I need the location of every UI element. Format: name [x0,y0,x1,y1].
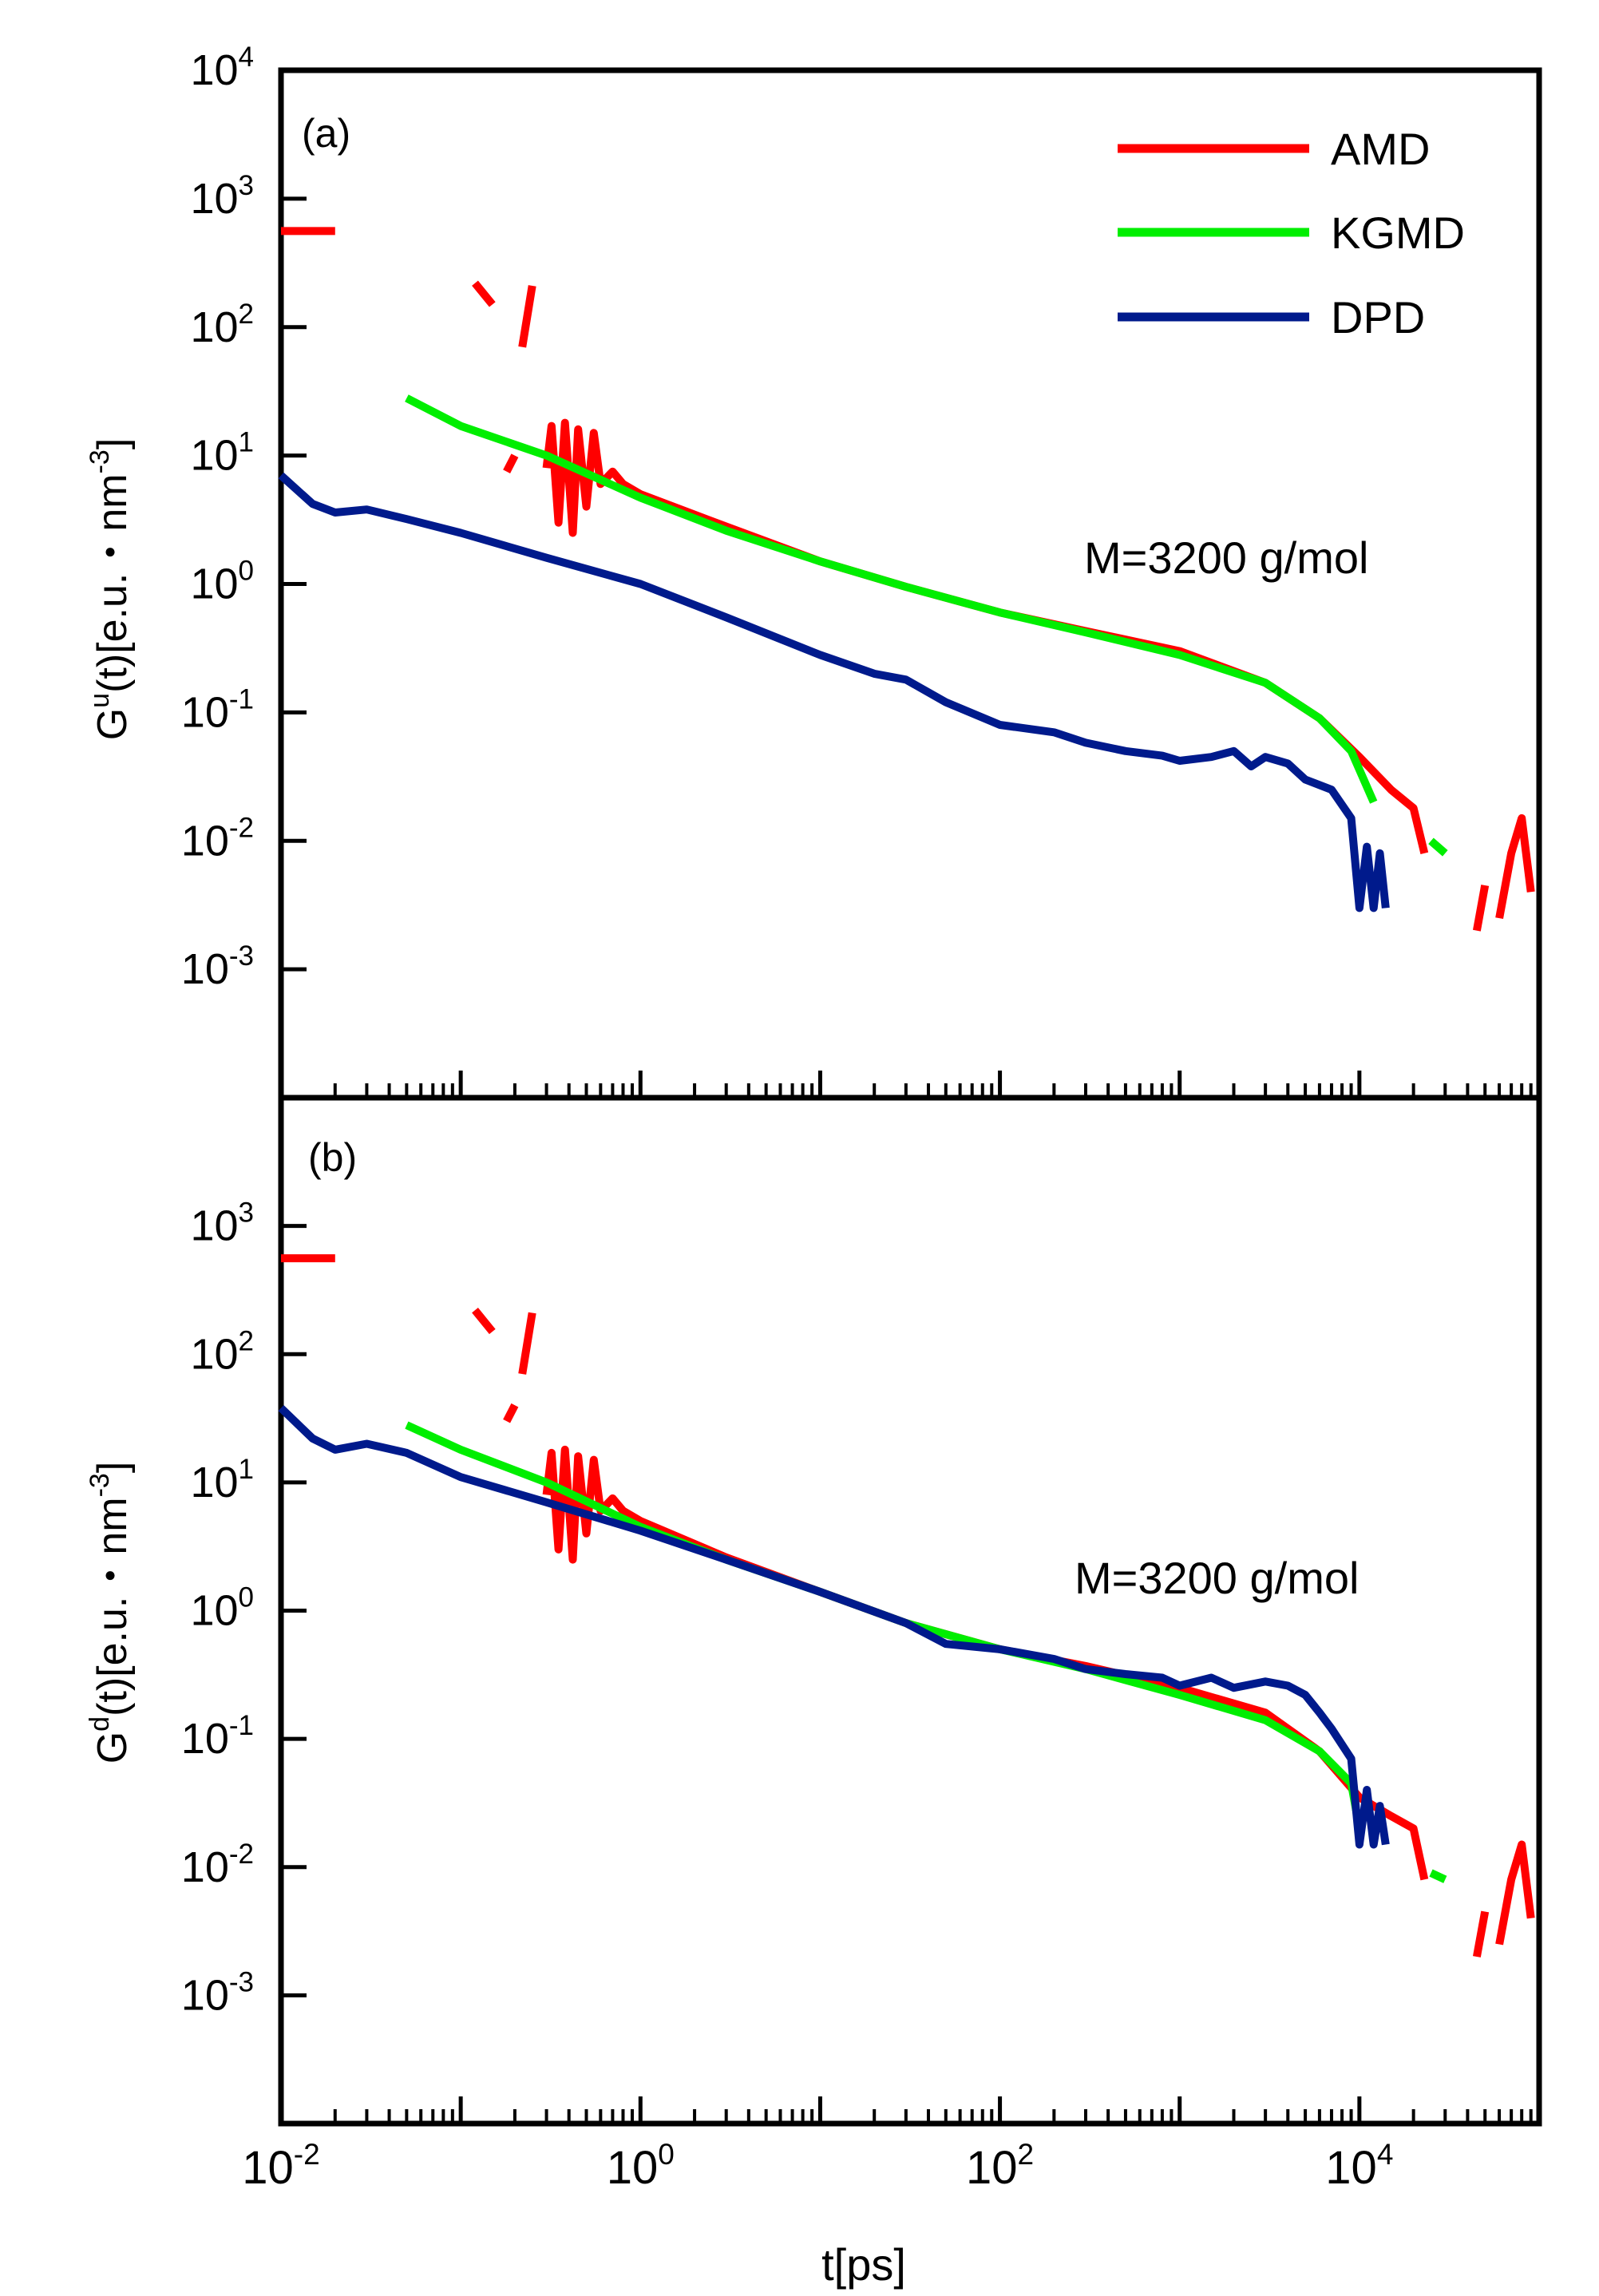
series-line-amd [1472,1910,1490,1958]
series-line-amd [472,1308,496,1335]
x-tick-labels: 10-2 100 102 104 [242,2138,1393,2194]
y-tick-label: 104 [190,42,254,94]
series-dpd [278,1405,1390,1849]
series-line-amd [1495,1840,1535,1946]
legend: AMD KGMD DPD [1118,124,1465,342]
panel-a-series [278,227,1535,932]
panel-b-ytick-labels: 103 102 101 100 10-1 10-2 10-3 [181,1197,254,2020]
x-tick-label: 104 [1325,2138,1393,2194]
panel-b-label: (b) [308,1135,357,1180]
panel-b-frame [278,1095,1542,2127]
series-line-kgmd [405,1421,1364,1830]
series-kgmd [405,1421,1447,1883]
y-tick-label: 102 [190,299,254,351]
y-tick-label: 103 [190,1197,254,1250]
y-tick-label: 10-2 [181,812,254,865]
panel-a-label: (a) [302,111,350,156]
panel-b-ticks [279,1095,1533,2126]
panel-b: 103 102 101 100 10-1 10-2 10-3 10-2 100 102 104 (… [85,1095,1542,2290]
y-tick-label: 10-2 [181,1839,254,1891]
series-line-amd [542,1445,1429,1881]
panel-a-y-axis-label: Gu(t)[e.u.・nm-3] [85,438,136,741]
y-tick-label: 10-3 [181,940,254,993]
series-amd [281,1254,1535,1958]
y-tick-label: 10-3 [181,1966,254,2019]
series-dpd [278,472,1390,912]
panel-b-y-axis-label: Gd(t)[e.u.・nm-3] [85,1462,136,1764]
y-tick-label: 103 [190,170,254,223]
panel-a: 104 103 102 101 100 10-1 10-2 10-3 (a) M=3200 g… [85,42,1542,1101]
series-line-dpd [278,472,1390,912]
series-line-dpd [278,1405,1390,1849]
y-tick-label: 101 [190,1454,254,1506]
legend-label-dpd: DPD [1331,292,1425,342]
series-line-amd [1495,813,1535,920]
x-axis-label: t[ps] [821,2239,906,2290]
series-line-kgmd [405,394,1378,804]
y-tick-label: 101 [190,427,254,480]
series-line-kgmd [1428,837,1448,857]
panel-b-annotation: M=3200 g/mol [1075,1553,1359,1603]
y-tick-label: 100 [190,1582,254,1635]
series-line-kgmd [1429,1869,1447,1883]
y-tick-label: 10-1 [181,1710,254,1763]
series-line-amd [518,285,536,348]
legend-label-amd: AMD [1331,124,1430,174]
series-line-amd [518,1312,536,1375]
series-line-amd [542,418,1429,854]
panel-a-annotation: M=3200 g/mol [1084,532,1368,583]
legend-label-kgmd: KGMD [1331,208,1465,258]
series-line-amd [1472,885,1490,932]
y-tick-label: 102 [190,1325,254,1378]
panel-a-ytick-labels: 104 103 102 101 100 10-1 10-2 10-3 [181,42,254,993]
series-line-amd [503,453,519,473]
x-tick-label: 100 [607,2138,675,2194]
y-tick-label: 10-1 [181,683,254,736]
series-line-amd [503,1403,519,1423]
y-tick-label: 100 [190,556,254,608]
series-line-amd [472,280,496,307]
panel-b-series [278,1254,1535,1958]
x-tick-label: 10-2 [242,2138,319,2194]
series-kgmd [405,394,1448,857]
x-tick-label: 102 [966,2138,1034,2194]
